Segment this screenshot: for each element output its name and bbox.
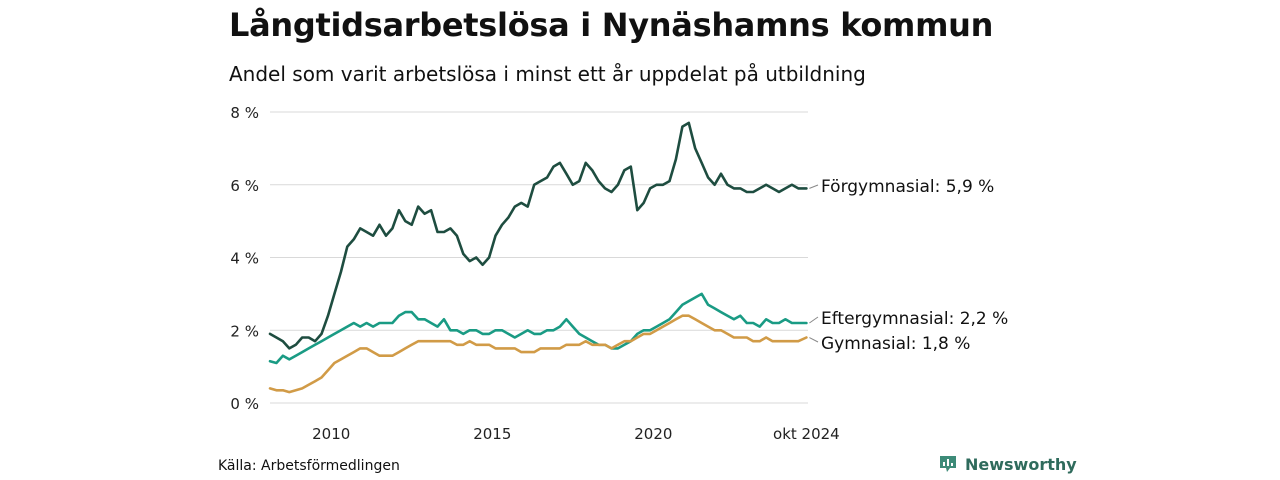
- x-tick-label: 2010: [312, 425, 350, 443]
- chart-subtitle: Andel som varit arbetslösa i minst ett å…: [229, 62, 866, 86]
- series-lines: [268, 121, 808, 394]
- series-line-gymnasial: [268, 314, 808, 394]
- end-label-leader: [809, 184, 819, 189]
- y-tick-label: 0 %: [230, 395, 259, 413]
- x-tick-label: okt 2024: [773, 425, 840, 443]
- series-line-eftergymnasial: [268, 292, 808, 365]
- end-label-leader: [809, 316, 819, 324]
- chart-title: Långtidsarbetslösa i Nynäshamns kommun: [229, 6, 994, 44]
- y-tick-label: 8 %: [230, 104, 259, 122]
- end-label-eftergymnasial: Eftergymnasial: 2,2 %: [821, 309, 1008, 329]
- series-end-labels: Förgymnasial: 5,9 % Eftergymnasial: 2,2 %…: [809, 177, 1008, 354]
- y-tick-label: 4 %: [230, 250, 259, 268]
- brand-name: Newsworthy: [965, 454, 1077, 474]
- y-axis: 0 % 2 % 4 % 6 % 8 %: [230, 104, 259, 413]
- x-axis: 2010 2015 2020 okt 2024: [312, 425, 840, 443]
- y-tick-label: 6 %: [230, 177, 259, 195]
- y-tick-label: 2 %: [230, 322, 259, 340]
- end-label-gymnasial: Gymnasial: 1,8 %: [821, 334, 970, 354]
- end-label-förgymnasial: Förgymnasial: 5,9 %: [821, 177, 994, 197]
- brand-logo: Newsworthy: [938, 454, 1077, 474]
- x-tick-label: 2020: [634, 425, 672, 443]
- end-label-leader: [809, 337, 819, 343]
- x-tick-label: 2015: [473, 425, 511, 443]
- series-line-förgymnasial: [268, 121, 808, 350]
- grid-lines: [270, 111, 808, 404]
- source-note: Källa: Arbetsförmedlingen: [218, 458, 400, 474]
- newsworthy-logo-icon: [940, 456, 956, 472]
